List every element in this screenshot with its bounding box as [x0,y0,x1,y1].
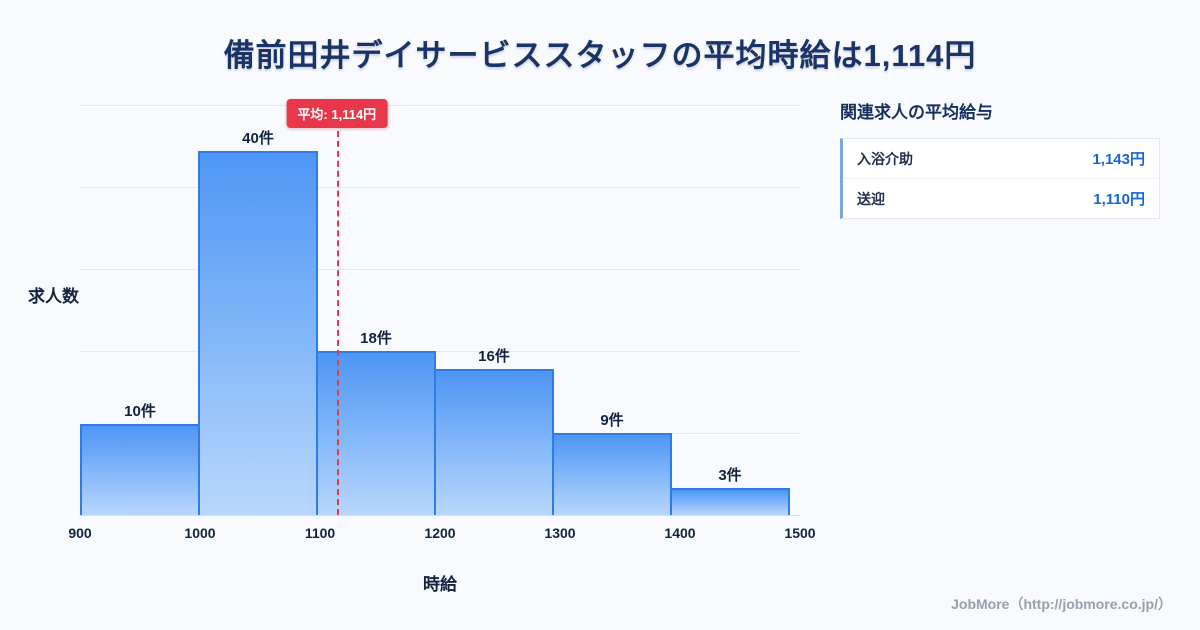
bar-value-label: 18件 [360,330,392,347]
plot-area: 平均: 1,114円 10件 40件 18件 16件 9件 3件 900 1000 1100 12… [68,99,816,541]
related-job-label: 入浴介助 [857,150,913,167]
x-tick-label: 1300 [544,525,576,541]
x-tick-label: 1200 [424,525,456,541]
page-title: 備前田井デイサービススタッフの平均時給は1,114円 [223,38,977,73]
x-tick-label: 900 [68,525,92,541]
gridline [80,187,800,188]
bar-value-label: 16件 [478,348,510,366]
related-job-label: 送迎 [857,190,885,207]
related-job-row: 入浴介助 1,143円 [843,139,1159,179]
side-panel-heading: 関連求人の平均給与 [840,103,993,122]
gridline [80,351,800,352]
bar-value-label: 3件 [718,466,742,484]
histogram-bar: 10件 [80,403,200,515]
mean-badge: 平均: 1,114円 [286,99,388,128]
gridline [80,515,800,516]
histogram-bar: 40件 [198,130,318,515]
gridline [80,269,800,270]
y-axis-label: 求人数 [28,287,79,306]
related-job-value: 1,143円 [1092,151,1145,168]
histogram-bar: 9件 [552,412,672,515]
mean-line [336,121,339,515]
x-axis-label: 時給 [423,575,457,594]
related-job-row: 送迎 1,110円 [843,179,1159,218]
x-tick-label: 1100 [304,525,336,541]
gridline [80,105,800,106]
related-jobs-table: 入浴介助 1,143円送迎 1,110円 [840,138,1160,219]
bar-value-label: 10件 [124,402,156,420]
bar-value-label: 9件 [600,412,624,429]
histogram-bar: 16件 [434,348,554,515]
footer-credit: JobMore（http://jobmore.co.jp/） [951,596,1172,612]
histogram-bars: 10件 40件 18件 16件 9件 3件 [80,105,800,515]
x-tick-label: 1000 [184,525,216,541]
histogram-bar: 18件 [316,330,436,515]
bar-value-label: 40件 [242,129,274,147]
x-tick-label: 1400 [664,525,696,541]
histogram-bar: 3件 [670,467,790,515]
related-job-value: 1,110円 [1093,191,1145,208]
x-tick-label: 1500 [784,525,816,541]
